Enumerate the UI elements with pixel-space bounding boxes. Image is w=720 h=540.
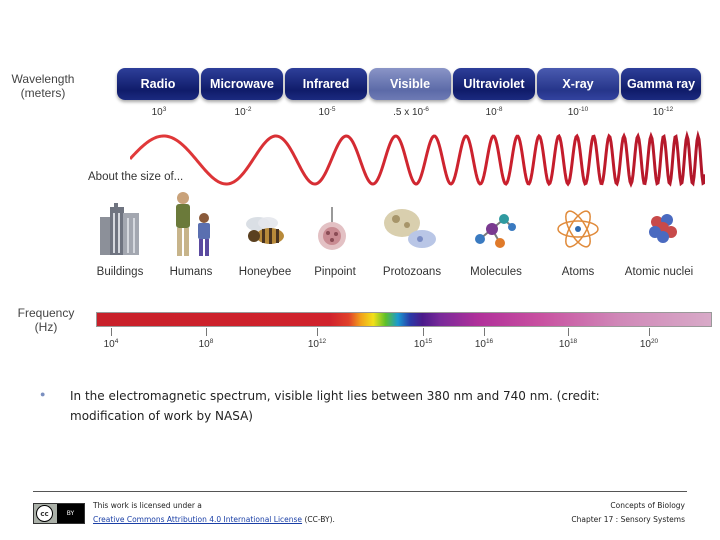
frequency-axis-label: Frequency (Hz) [17, 306, 75, 334]
wavelength-gamma-ray: 10-12 [652, 106, 674, 118]
frequency-tick [423, 328, 424, 336]
book-title: Concepts of Biology [610, 501, 685, 510]
license-notice: This work is licensed under a Creative C… [93, 501, 335, 524]
object-label-buildings: Buildings [96, 266, 144, 278]
frequency-value: 1016 [474, 338, 494, 350]
humans-icon [176, 192, 210, 256]
frequency-spectrum-bar [96, 312, 712, 327]
band-microwave: Microwave [201, 68, 283, 100]
wavelength-ultraviolet: 10-8 [485, 106, 503, 118]
atomic-nuclei-icon [649, 214, 677, 243]
frequency-tick [317, 328, 318, 336]
object-label-atoms: Atoms [561, 266, 595, 278]
frequency-value: 1015 [413, 338, 433, 350]
wavelength-microwave: 10-2 [234, 106, 252, 118]
footer-divider [33, 491, 687, 492]
atoms-icon [557, 210, 599, 248]
object-label-honeybee: Honeybee [238, 266, 292, 278]
band-xray: X-ray [537, 68, 619, 100]
size-comparison-label: About the size of... [88, 171, 184, 183]
protozoans-icon [384, 209, 436, 248]
wave-graphic [130, 130, 705, 188]
object-label-molecules: Molecules [470, 266, 522, 278]
cc-icon: cc [36, 505, 53, 522]
frequency-value: 1018 [558, 338, 578, 350]
chapter-title: Chapter 17 : Sensory Systems [571, 515, 685, 524]
object-label-pinpoint: Pinpoint [314, 266, 356, 278]
wavelength-infrared: 10-5 [318, 106, 336, 118]
frequency-value: 104 [103, 338, 119, 350]
buildings-icon [100, 203, 139, 255]
frequency-tick [568, 328, 569, 336]
honeybee-icon [246, 217, 284, 244]
wavelength-visible: .5 x 10-6 [393, 106, 429, 118]
frequency-value: 1020 [639, 338, 659, 350]
wave-path [130, 130, 705, 188]
object-label-humans: Humans [169, 266, 213, 278]
band-gamma-ray: Gamma ray [621, 68, 701, 100]
wavelength-xray: 10-10 [567, 106, 589, 118]
license-link[interactable]: Creative Commons Attribution 4.0 Interna… [93, 515, 303, 524]
frequency-tick [484, 328, 485, 336]
frequency-value: 108 [198, 338, 214, 350]
molecules-icon [475, 214, 516, 248]
object-label-atomic-nuclei: Atomic nuclei [624, 266, 694, 278]
frequency-tick [111, 328, 112, 336]
frequency-value: 1012 [307, 338, 327, 350]
wavelength-radio: 103 [151, 106, 167, 118]
band-infrared: Infrared [285, 68, 367, 100]
by-label: BY [57, 504, 84, 523]
cc-by-badge: cc BY [33, 503, 85, 524]
frequency-tick [206, 328, 207, 336]
book-info: Concepts of Biology Chapter 17 : Sensory… [571, 499, 685, 527]
frequency-tick [649, 328, 650, 336]
object-label-protozoans: Protozoans [382, 266, 442, 278]
wavelength-axis-label: Wavelength (meters) [11, 72, 75, 100]
bullet-icon: ● [40, 389, 46, 399]
band-visible: Visible [369, 68, 451, 100]
band-radio: Radio [117, 68, 199, 100]
band-ultraviolet: Ultraviolet [453, 68, 535, 100]
pinpoint-icon [318, 207, 346, 250]
figure-caption: In the electromagnetic spectrum, visible… [70, 389, 600, 423]
